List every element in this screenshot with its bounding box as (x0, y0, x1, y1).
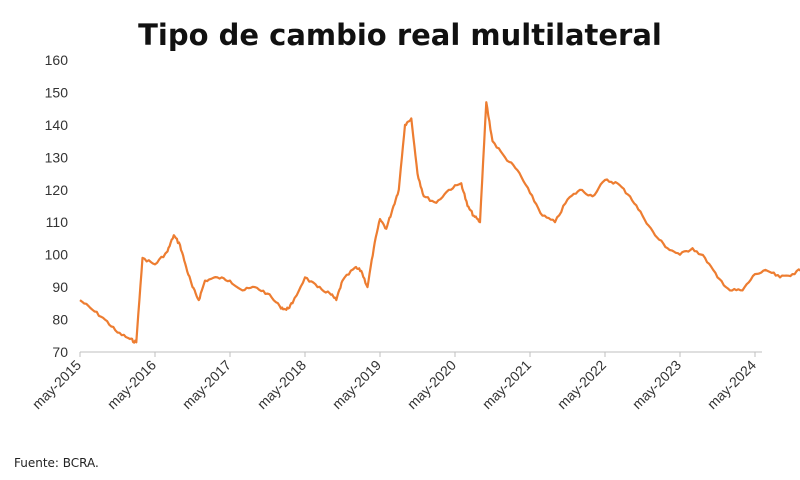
series-line (79, 101, 800, 344)
x-tick-label: may-2020 (404, 357, 459, 412)
x-tick-label: may-2018 (254, 357, 309, 412)
x-tick-label: may-2015 (29, 357, 84, 412)
source-note: Fuente: BCRA. (14, 456, 99, 470)
annotation-layer (794, 38, 800, 319)
x-tick-label: may-2019 (329, 357, 384, 412)
x-tick-label: may-2017 (179, 357, 234, 412)
y-tick-label: 160 (45, 52, 69, 68)
series-layer (79, 101, 800, 344)
x-tick-label: may-2016 (104, 357, 159, 412)
x-tick-label: may-2024 (704, 357, 759, 412)
x-tick-label: may-2023 (629, 357, 684, 412)
y-tick-label: 140 (45, 117, 69, 133)
y-tick-label: 100 (45, 247, 69, 263)
y-tick-label: 150 (45, 84, 69, 100)
y-tick-label: 70 (52, 344, 68, 360)
y-tick-label: 90 (52, 279, 68, 295)
y-tick-label: 110 (46, 214, 69, 230)
chart-title: Tipo de cambio real multilateral (138, 18, 662, 52)
y-tick-label: 120 (45, 182, 69, 198)
highlight-ellipse (794, 38, 800, 319)
x-tick-label: may-2022 (554, 357, 609, 412)
x-tick-label: may-2021 (479, 357, 534, 412)
y-tick-label: 130 (45, 149, 69, 165)
y-tick-label: 80 (52, 312, 68, 328)
